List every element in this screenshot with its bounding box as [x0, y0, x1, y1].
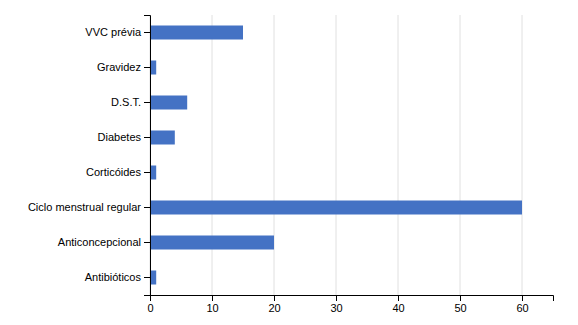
x-tick: 50: [454, 295, 466, 314]
x-tick-mark: [460, 295, 461, 301]
y-tick-label: Gravidez: [97, 61, 141, 73]
y-tick-label: Antibióticos: [85, 271, 142, 283]
x-tick: 10: [206, 295, 218, 314]
x-tick-mark: [398, 295, 399, 301]
x-tick: 20: [268, 295, 280, 314]
bar: [150, 131, 175, 145]
x-tick-mark: [274, 295, 275, 301]
x-tick: 60: [516, 295, 528, 314]
grid-line: [274, 15, 275, 295]
y-tick-mark: [144, 137, 150, 138]
x-tick-label: 10: [206, 302, 218, 314]
y-tick: Gravidez: [97, 61, 150, 73]
y-tick: D.S.T.: [111, 96, 150, 108]
y-tick-mark: [144, 102, 150, 103]
plot-area: 0 10 20 30 40 50 60 Antibióticos Anticoncepciona…: [28, 15, 554, 314]
bar: [150, 236, 274, 250]
y-tick-label: D.S.T.: [111, 96, 141, 108]
y-tick-label: VVC prévia: [85, 26, 142, 38]
bars: [150, 26, 522, 285]
y-tick-label: Corticóides: [86, 166, 142, 178]
x-tick-label: 60: [516, 302, 528, 314]
y-axis: Antibióticos Anticoncepcional Ciclo menstr…: [28, 16, 151, 296]
y-axis-line: [144, 16, 151, 296]
x-tick: 40: [392, 295, 404, 314]
grid-line: [522, 15, 523, 295]
grid-line: [398, 15, 399, 295]
y-tick: Corticóides: [86, 166, 150, 178]
x-tick-label: 50: [454, 302, 466, 314]
y-tick-label: Ciclo menstrual regular: [28, 201, 141, 213]
x-tick-mark: [212, 295, 213, 301]
grid: [150, 15, 522, 295]
x-axis: 0 10 20 30 40 50 60: [147, 295, 553, 314]
x-tick-label: 20: [268, 302, 280, 314]
x-tick-mark: [336, 295, 337, 301]
y-tick: Anticoncepcional: [58, 236, 150, 248]
y-tick-label: Diabetes: [98, 131, 142, 143]
x-tick-label: 30: [330, 302, 342, 314]
y-tick-mark: [144, 277, 150, 278]
grid-line: [460, 15, 461, 295]
y-tick-mark: [144, 67, 150, 68]
x-tick-label: 40: [392, 302, 404, 314]
y-tick: Antibióticos: [85, 271, 150, 283]
chart-container: 0 10 20 30 40 50 60 Antibióticos Anticoncepciona…: [0, 0, 578, 325]
y-tick-mark: [144, 242, 150, 243]
y-tick-mark: [144, 172, 150, 173]
y-tick: Ciclo menstrual regular: [28, 201, 150, 213]
bar: [150, 26, 243, 40]
grid-line: [336, 15, 337, 295]
bar: [150, 96, 187, 110]
y-tick-mark: [144, 207, 150, 208]
y-tick-mark: [144, 32, 150, 33]
x-axis-line: [151, 296, 554, 302]
y-tick: Diabetes: [98, 131, 150, 143]
grid-line: [212, 15, 213, 295]
bar: [150, 201, 522, 215]
y-tick-label: Anticoncepcional: [58, 236, 141, 248]
x-tick-mark: [522, 295, 523, 301]
x-tick: 30: [330, 295, 342, 314]
chart-svg: 0 10 20 30 40 50 60 Antibióticos Anticoncepciona…: [0, 0, 578, 325]
x-tick-label: 0: [147, 302, 153, 314]
y-tick: VVC prévia: [85, 26, 150, 38]
x-tick: 0: [147, 295, 153, 314]
